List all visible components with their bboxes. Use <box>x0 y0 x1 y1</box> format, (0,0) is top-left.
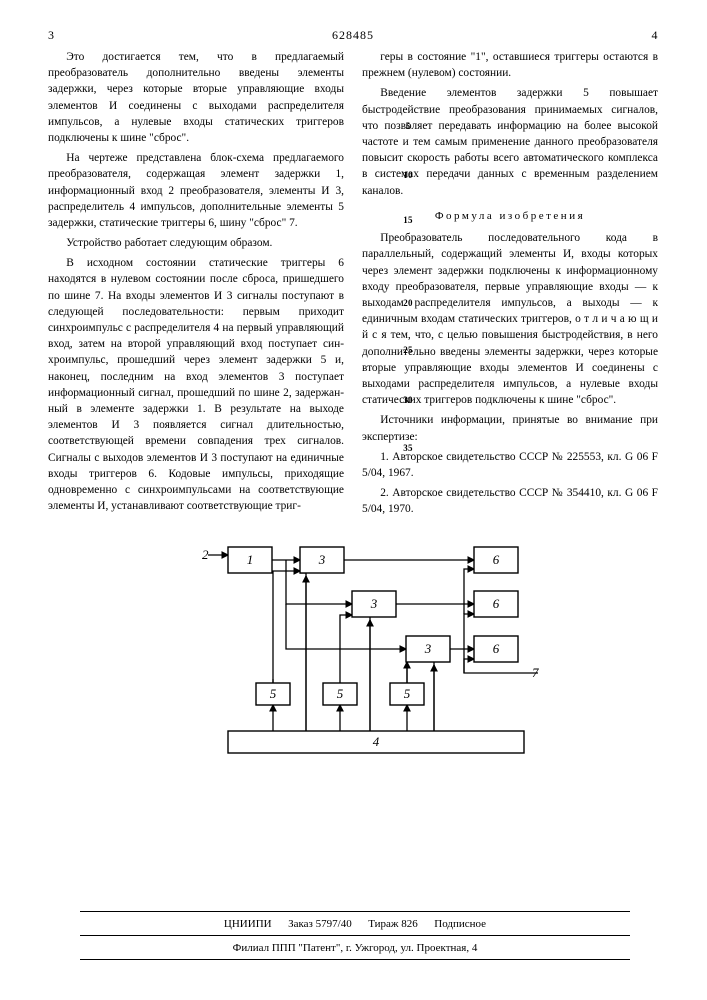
diagram-box-label: 6 <box>493 641 500 656</box>
paragraph: На чертеже представлена блок-схема предл… <box>48 150 344 231</box>
reference: 2. Авторское свидетельство СССР № 354410… <box>362 485 658 517</box>
diagram-svg: 1 3 3 3 6 6 6 5 5 5 4 2 7 <box>138 531 568 761</box>
diagram-external-label: 7 <box>532 665 539 680</box>
diagram-box-label: 6 <box>493 552 500 567</box>
margin-line-number: 25 <box>401 346 415 355</box>
right-page-number: 4 <box>652 28 659 43</box>
diagram-box-label: 1 <box>247 552 254 567</box>
margin-line-number: 15 <box>401 216 415 225</box>
imprint-footer: ЦНИИПИ Заказ 5797/40 Тираж 826 Подписное… <box>80 911 630 960</box>
diagram-box-label: 3 <box>318 552 326 567</box>
footer-order: Заказ 5797/40 <box>288 918 352 930</box>
document-number: 628485 <box>332 28 374 43</box>
diagram-box-label: 4 <box>373 734 380 749</box>
footer-tiraj: Тираж 826 <box>368 918 418 930</box>
left-column: Это достигается тем, что в предлагае­мый… <box>48 49 344 521</box>
margin-line-number: 20 <box>401 299 415 308</box>
left-page-number: 3 <box>48 28 55 43</box>
paragraph: Это достигается тем, что в предлагае­мый… <box>48 49 344 146</box>
margin-line-number: 35 <box>401 444 415 453</box>
paragraph: Устройство работает следующим обра­зом. <box>48 235 344 251</box>
page-header: 3 628485 4 <box>48 28 658 43</box>
block-diagram: 1 3 3 3 6 6 6 5 5 5 4 2 7 <box>138 531 568 761</box>
claim-paragraph: Преобразователь последовательного ко­да … <box>362 230 658 408</box>
footer-line1: ЦНИИПИ Заказ 5797/40 Тираж 826 Подписное <box>80 915 630 935</box>
margin-line-number: 30 <box>401 396 415 405</box>
footer-org: ЦНИИПИ <box>224 918 272 930</box>
reference: 1. Авторское свидетельство СССР № 225553… <box>362 449 658 481</box>
diagram-box-label: 5 <box>337 686 344 701</box>
diagram-box-label: 3 <box>370 596 378 611</box>
diagram-external-label: 2 <box>202 547 209 562</box>
margin-line-number: 5 <box>401 122 415 131</box>
diagram-box-label: 5 <box>270 686 277 701</box>
paragraph: Введение элементов задержки 5 повы­шает … <box>362 85 658 198</box>
margin-line-number: 10 <box>401 171 415 180</box>
references-intro: Источники информации, принятые во вниман… <box>362 412 658 444</box>
diagram-box-label: 6 <box>493 596 500 611</box>
footer-subscription: Подписное <box>434 918 486 930</box>
paragraph: геры в состояние "1", оставшиеся тригге­… <box>362 49 658 81</box>
diagram-box-label: 3 <box>424 641 432 656</box>
page-body: 3 628485 4 Это достигается тем, что в пр… <box>48 28 658 769</box>
two-column-text: Это достигается тем, что в предлагае­мый… <box>48 49 658 521</box>
footer-line2: Филиал ППП "Патент", г. Ужгород, ул. Про… <box>80 935 630 959</box>
paragraph: В исходном состоянии статические триг­ге… <box>48 255 344 514</box>
diagram-box-label: 5 <box>404 686 411 701</box>
